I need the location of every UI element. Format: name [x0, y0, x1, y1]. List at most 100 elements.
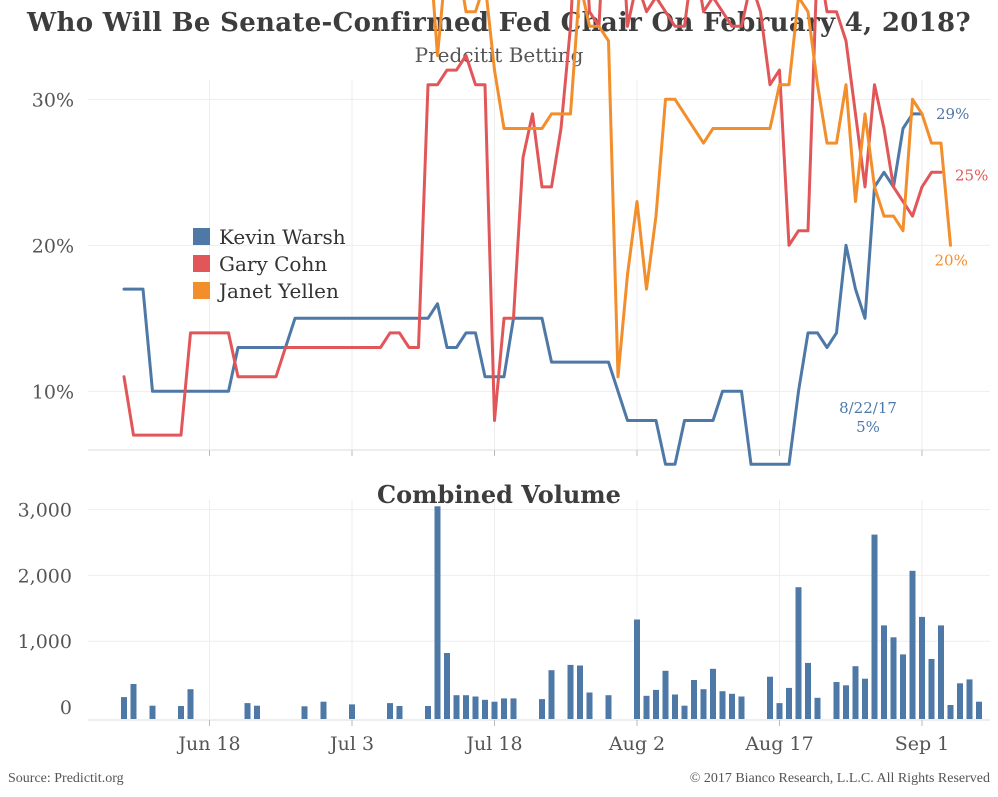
end-label-cohn: 25% — [955, 166, 988, 184]
volume-bar — [909, 570, 916, 719]
volume-bar — [643, 695, 650, 719]
volume-bar — [814, 697, 821, 719]
volume-bar — [871, 534, 878, 719]
volume-bar — [444, 653, 450, 719]
volume-bar — [130, 684, 137, 719]
volume-bar — [121, 697, 127, 719]
volume-bar — [662, 670, 669, 719]
chart-subtitle: Predcitit Betting — [414, 43, 584, 67]
annotation-warsh-value: 5% — [856, 418, 880, 436]
volume-bar — [634, 619, 640, 719]
end-label-warsh: 29% — [936, 105, 969, 123]
volume-bar — [700, 689, 707, 719]
legend-label-cohn: Gary Cohn — [219, 251, 328, 276]
line-chart-series — [122, 0, 952, 466]
line-chart-x-axis — [209, 450, 923, 456]
volume-chart-x-tick-label: Aug 17 — [744, 733, 813, 755]
series-line-warsh — [122, 112, 924, 466]
series-line-cohn — [122, 0, 943, 437]
line-chart-y-axis: 10%20%30%40%50% — [32, 89, 74, 403]
copyright-note: © 2017 Bianco Research, L.L.C. All Right… — [689, 771, 990, 786]
volume-bar — [691, 680, 697, 719]
volume-chart-title: Combined Volume — [377, 480, 621, 509]
volume-bar — [776, 703, 783, 719]
volume-bar — [738, 696, 745, 719]
volume-bar — [947, 705, 954, 719]
volume-bar — [577, 665, 583, 719]
volume-bar — [672, 694, 678, 719]
line-chart: 10%20%30%40%50% 29% 25% 20% 8/22/175% — [32, 0, 990, 466]
volume-bar — [976, 701, 982, 719]
volume-bar — [425, 706, 431, 719]
legend-label-yellen: Janet Yellen — [219, 278, 339, 303]
volume-bar — [919, 616, 925, 719]
line-chart-grid — [88, 80, 990, 451]
volume-bar — [301, 706, 308, 719]
volume-chart-bars — [121, 506, 982, 719]
legend-swatch-yellen — [193, 282, 210, 299]
volume-bar — [586, 692, 593, 719]
legend-item-warsh: Kevin Warsh — [193, 223, 346, 250]
volume-chart-x-tick-label: Sep 1 — [895, 733, 950, 755]
volume-bar-chart: 0 1,000 2,000 3,000 Jun 18 Jul 3 Jul 18 Aug 2 A… — [18, 500, 990, 755]
volume-bar — [482, 699, 488, 719]
volume-chart-x-tick-label: Aug 2 — [608, 733, 665, 755]
volume-bar — [244, 703, 251, 719]
volume-bar — [710, 668, 716, 719]
legend-swatch-cohn — [193, 255, 210, 272]
volume-chart-x-tick-label: Jun 18 — [176, 733, 240, 755]
volume-bar — [567, 664, 574, 719]
volume-bar — [491, 701, 498, 719]
line-chart-y-tick-label: 30% — [32, 89, 74, 111]
volume-bar — [501, 698, 507, 719]
volume-chart-y-tick-label: 1,000 — [18, 631, 72, 653]
volume-bar — [510, 698, 517, 719]
line-chart-y-tick-label: 10% — [32, 381, 74, 403]
volume-bar — [681, 705, 688, 719]
volume-bar — [254, 705, 260, 719]
volume-bar — [396, 706, 403, 719]
source-note: Source: Predictit.org — [8, 771, 124, 786]
volume-bar — [966, 679, 973, 719]
line-chart-end-labels: 29% 25% 20% 8/22/175% — [839, 105, 988, 436]
volume-chart-y-tick-label: 0 — [60, 697, 72, 719]
volume-bar — [786, 687, 792, 719]
series-line-yellen — [431, 0, 952, 379]
volume-chart-y-tick-label: 3,000 — [18, 500, 72, 522]
legend-item-cohn: Gary Cohn — [193, 250, 346, 277]
volume-bar — [928, 659, 935, 719]
volume-bar — [349, 704, 355, 719]
volume-bar — [719, 691, 726, 719]
volume-bar — [653, 689, 659, 719]
volume-chart-y-tick-label: 2,000 — [18, 565, 72, 587]
volume-bar — [881, 625, 887, 719]
end-label-yellen: 20% — [935, 251, 968, 269]
volume-bar — [539, 699, 545, 719]
volume-bar — [852, 666, 859, 719]
volume-chart-x-tick-label: Jul 3 — [328, 733, 374, 755]
volume-chart-x-tick-label: Jul 18 — [464, 733, 522, 755]
volume-chart-y-axis: 0 1,000 2,000 3,000 — [18, 500, 72, 719]
volume-chart-grid — [88, 500, 990, 721]
volume-bar — [387, 703, 393, 719]
volume-bar — [729, 693, 735, 719]
volume-bar — [472, 696, 479, 719]
volume-bar — [149, 705, 156, 719]
volume-bar — [805, 662, 811, 719]
volume-bar — [957, 683, 963, 719]
volume-chart-x-axis: Jun 18 Jul 3 Jul 18 Aug 2 Aug 17 Sep 1 — [176, 720, 949, 755]
volume-bar — [833, 682, 840, 719]
volume-bar — [938, 625, 944, 719]
volume-bar — [453, 695, 460, 719]
legend-label-warsh: Kevin Warsh — [219, 224, 346, 249]
volume-bar — [605, 695, 612, 719]
volume-bar — [463, 695, 469, 719]
volume-bar — [795, 587, 802, 719]
volume-bar — [900, 654, 906, 719]
legend-swatch-warsh — [193, 228, 210, 245]
volume-bar — [548, 670, 555, 719]
volume-bar — [890, 637, 897, 719]
volume-bar — [862, 678, 868, 719]
annotation-warsh-date: 8/22/17 — [839, 399, 897, 417]
